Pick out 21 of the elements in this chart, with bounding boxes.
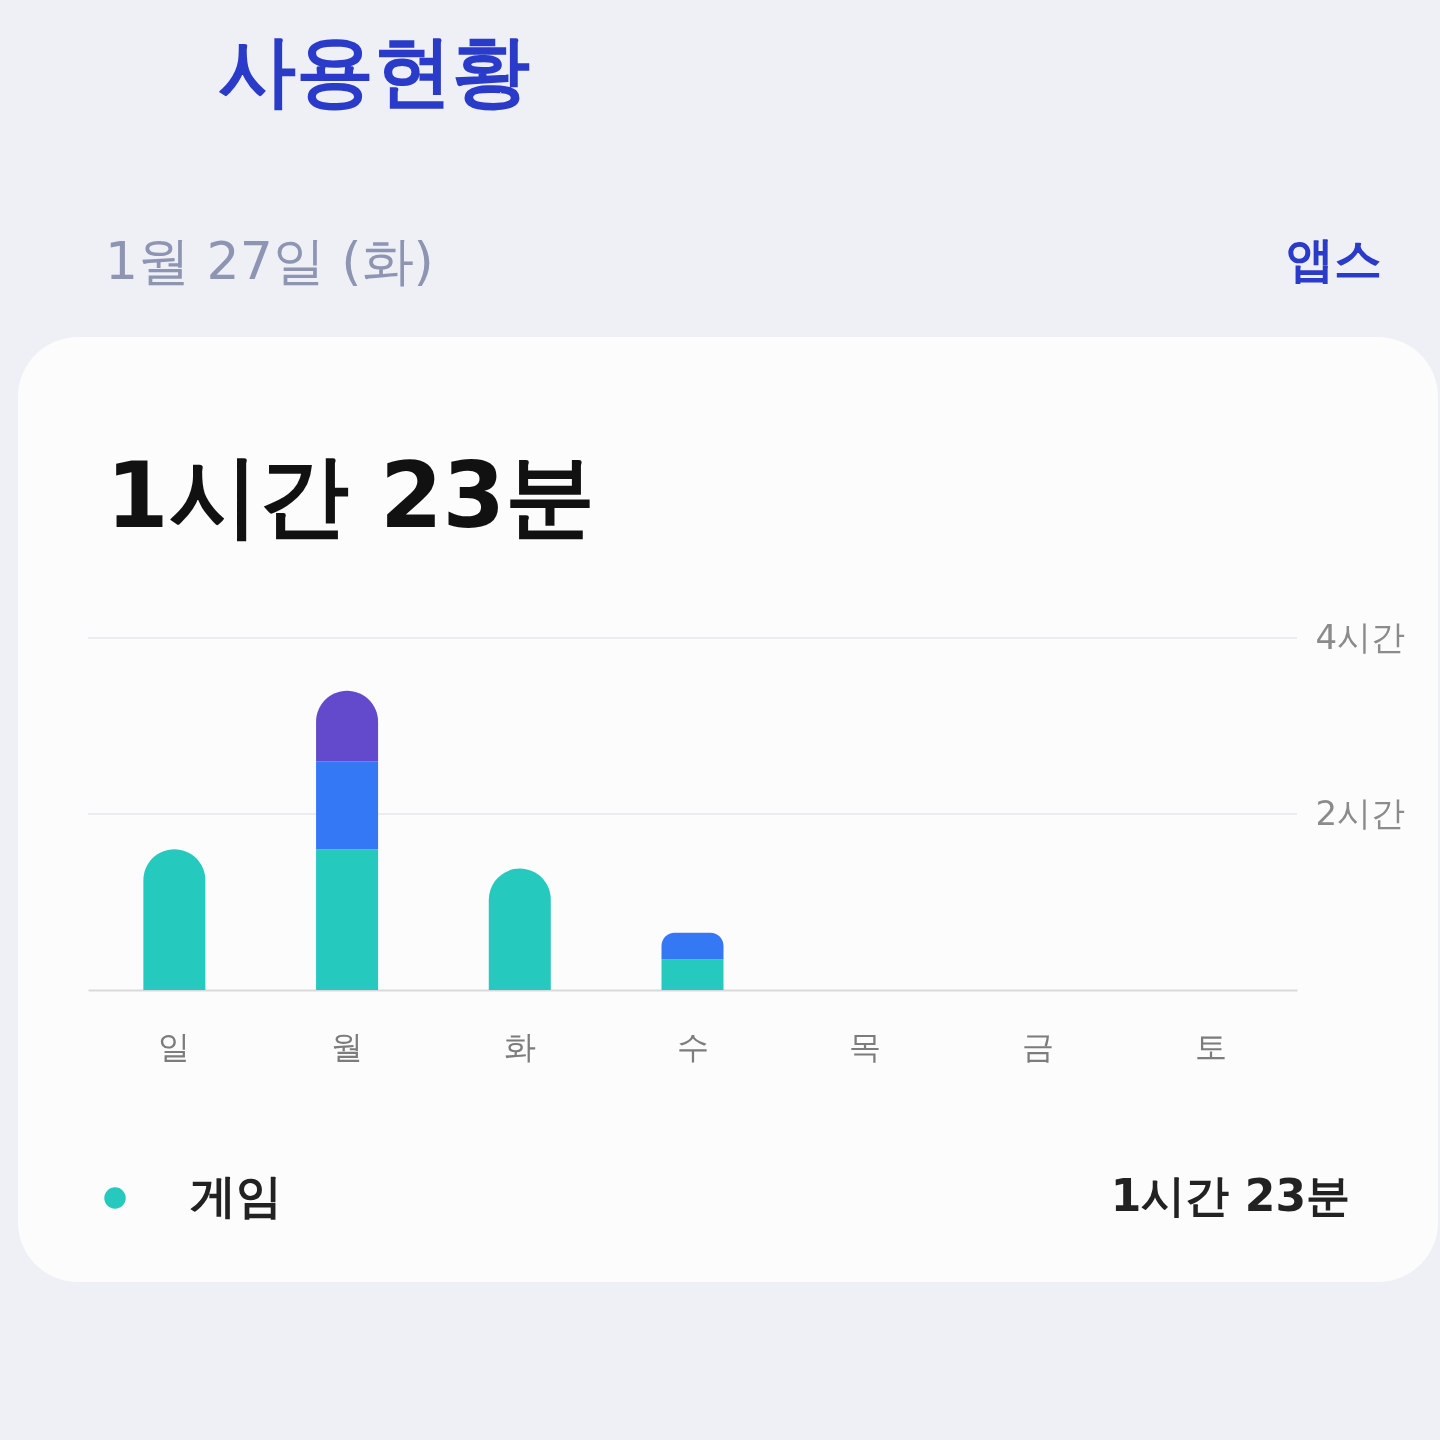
bar — [661, 959, 724, 990]
text: 앱스 — [1286, 231, 1382, 287]
chart-title: 사용현황 — [218, 26, 530, 116]
y-tick-label: 2시간 — [1315, 792, 1406, 833]
legend-label: 게임 — [190, 1169, 282, 1223]
y-tick-label: 4시간 — [1315, 616, 1406, 657]
bar — [316, 761, 379, 850]
bar — [488, 868, 551, 990]
bar — [143, 849, 206, 990]
bar — [661, 932, 724, 960]
chart-subtitle: 1월 27일 (화) — [105, 231, 434, 291]
x-tick-label: 수 — [676, 1027, 709, 1066]
x-tick-label: 토 — [1194, 1027, 1227, 1066]
x-tick-label: 월 — [331, 1027, 364, 1066]
x-tick-label: 화 — [503, 1027, 536, 1066]
text: 1시간 23분 — [106, 443, 596, 548]
text: 1시간 23분 — [1110, 1170, 1350, 1221]
x-tick-label: 일 — [158, 1027, 191, 1066]
x-tick-label: 금 — [1021, 1027, 1054, 1066]
x-tick-label: 목 — [849, 1027, 882, 1066]
bar — [316, 849, 379, 990]
